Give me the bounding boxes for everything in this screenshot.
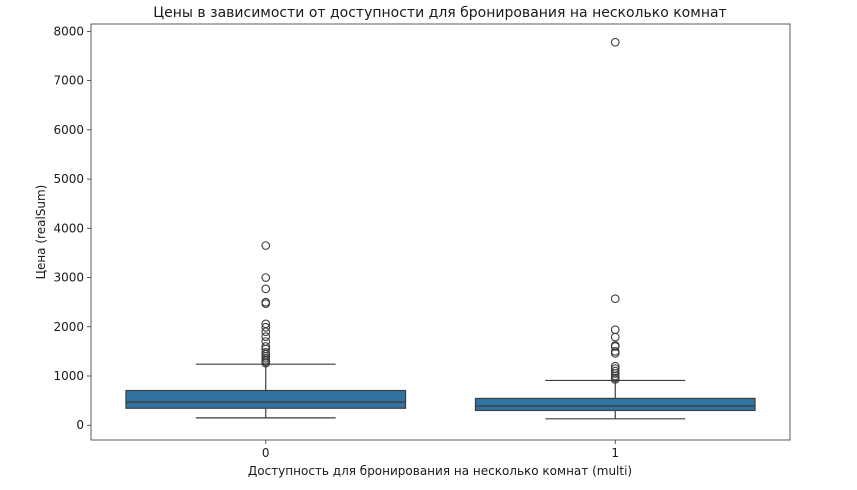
outlier-point (610, 366, 620, 376)
outlier-point (610, 341, 620, 350)
outlier-point (610, 37, 620, 47)
outlier-point (261, 332, 271, 341)
box-1 (474, 37, 756, 420)
box-0 (125, 241, 407, 419)
iqr-box (474, 397, 756, 412)
outlier-point (261, 319, 271, 329)
outlier-point (610, 294, 620, 304)
outlier-point (610, 332, 620, 342)
y-axis-label: Цена (realSum) (34, 185, 48, 280)
y-tick-label: 0 (76, 418, 84, 432)
y-tick-label: 2000 (53, 320, 84, 334)
outlier-point (261, 241, 271, 250)
y-tick-label: 8000 (53, 24, 84, 38)
outlier-point (261, 284, 271, 294)
y-tick-label: 6000 (53, 123, 84, 137)
outlier-point (261, 342, 271, 351)
x-tick-label: 0 (262, 446, 270, 460)
y-axis: 0 1000 2000 3000 4000 5000 6000 7000 8000 (53, 24, 91, 432)
y-tick-label: 5000 (53, 172, 84, 186)
y-tick-label: 4000 (53, 221, 84, 235)
outlier-point (610, 364, 620, 373)
outlier-point (261, 327, 271, 337)
outlier-point (261, 322, 271, 332)
outlier-point (261, 348, 271, 357)
y-tick-label: 7000 (53, 74, 84, 88)
y-tick-label: 3000 (53, 271, 84, 285)
boxes-layer (125, 37, 756, 420)
outlier-point (610, 361, 620, 371)
chart-title: Цены в зависимости от доступности для бр… (153, 5, 726, 21)
outlier-point (261, 297, 271, 307)
iqr-box (125, 389, 407, 409)
plot-frame (90, 23, 791, 441)
x-axis-label: Доступность для бронирования на нескольк… (248, 464, 632, 478)
outlier-point (261, 337, 271, 346)
outlier-point (261, 273, 271, 282)
x-tick-label: 1 (611, 446, 619, 460)
y-tick-label: 1000 (53, 369, 84, 383)
outlier-point (610, 325, 620, 335)
outlier-point (610, 347, 620, 356)
